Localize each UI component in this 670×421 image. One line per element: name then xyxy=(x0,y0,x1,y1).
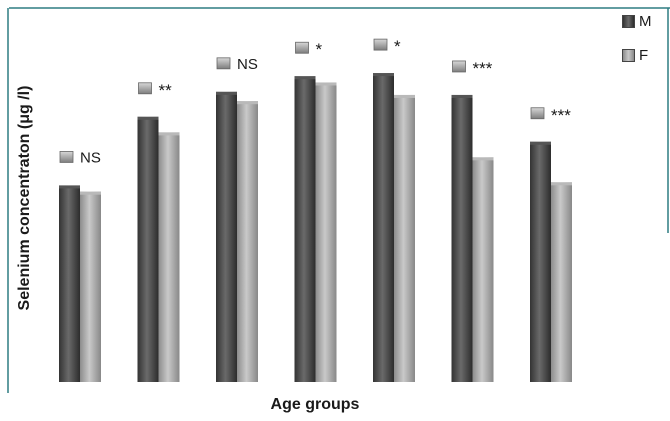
significance-marker-6 xyxy=(452,60,466,73)
bar-f-5 xyxy=(394,94,415,383)
bar-m-2 xyxy=(137,116,159,383)
bar-m-5 xyxy=(373,73,394,383)
bar-cap-m-6 xyxy=(451,94,473,98)
bar-m-1 xyxy=(59,185,80,382)
y-axis-label: Selenium concentraton (μg /l) xyxy=(16,85,33,310)
legend: M F xyxy=(622,12,652,80)
bar-cap-f-7 xyxy=(551,182,572,186)
significance-label-4: * xyxy=(316,40,323,59)
bar-cap-f-3 xyxy=(237,101,258,105)
significance-label-5: * xyxy=(394,37,401,56)
bar-cap-m-5 xyxy=(373,73,394,77)
bar-m-6 xyxy=(451,94,473,383)
legend-swatch-f xyxy=(622,48,635,62)
significance-label-1: NS xyxy=(80,149,101,166)
significance-marker-2 xyxy=(138,82,152,95)
bar-f-6 xyxy=(472,157,494,382)
bar-cap-f-2 xyxy=(158,132,180,136)
significance-marker-5 xyxy=(373,38,388,51)
significance-marker-3 xyxy=(216,57,231,70)
bar-f-3 xyxy=(237,101,258,382)
bar-f-2 xyxy=(158,132,180,382)
significance-marker-4 xyxy=(295,41,309,54)
bar-cap-f-6 xyxy=(472,157,494,161)
bar-cap-m-3 xyxy=(216,91,237,95)
bar-cap-m-4 xyxy=(294,76,316,80)
bar-m-3 xyxy=(216,91,237,382)
bar-m-4 xyxy=(294,76,316,383)
significance-label-7: *** xyxy=(551,106,571,125)
legend-label-m: M xyxy=(639,12,652,30)
significance-marker-1 xyxy=(59,151,74,163)
legend-item-m: M xyxy=(622,12,652,30)
bar-cap-f-5 xyxy=(394,94,415,98)
bar-cap-f-4 xyxy=(315,82,337,86)
bar-cap-m-7 xyxy=(530,141,551,145)
bar-f-7 xyxy=(551,182,572,382)
significance-marker-7 xyxy=(530,107,545,120)
significance-layer: NS**NS* ******* xyxy=(59,37,571,166)
legend-item-f: F xyxy=(622,46,652,64)
bar-cap-m-1 xyxy=(59,185,80,189)
bar-f-4 xyxy=(315,82,337,382)
bar-m-7 xyxy=(530,141,551,382)
bars-layer xyxy=(59,73,572,383)
significance-label-2: ** xyxy=(159,81,173,100)
bar-f-1 xyxy=(80,191,101,382)
bar-cap-m-2 xyxy=(137,116,159,120)
legend-swatch-m xyxy=(622,14,635,28)
significance-label-3: NS xyxy=(237,56,258,73)
x-axis-label: Age groups xyxy=(270,396,360,413)
legend-label-f: F xyxy=(639,46,649,64)
y-axis-label-wrap: Selenium concentraton (μg /l) xyxy=(6,0,44,395)
significance-label-6: *** xyxy=(473,59,493,78)
bar-cap-f-1 xyxy=(80,191,101,195)
